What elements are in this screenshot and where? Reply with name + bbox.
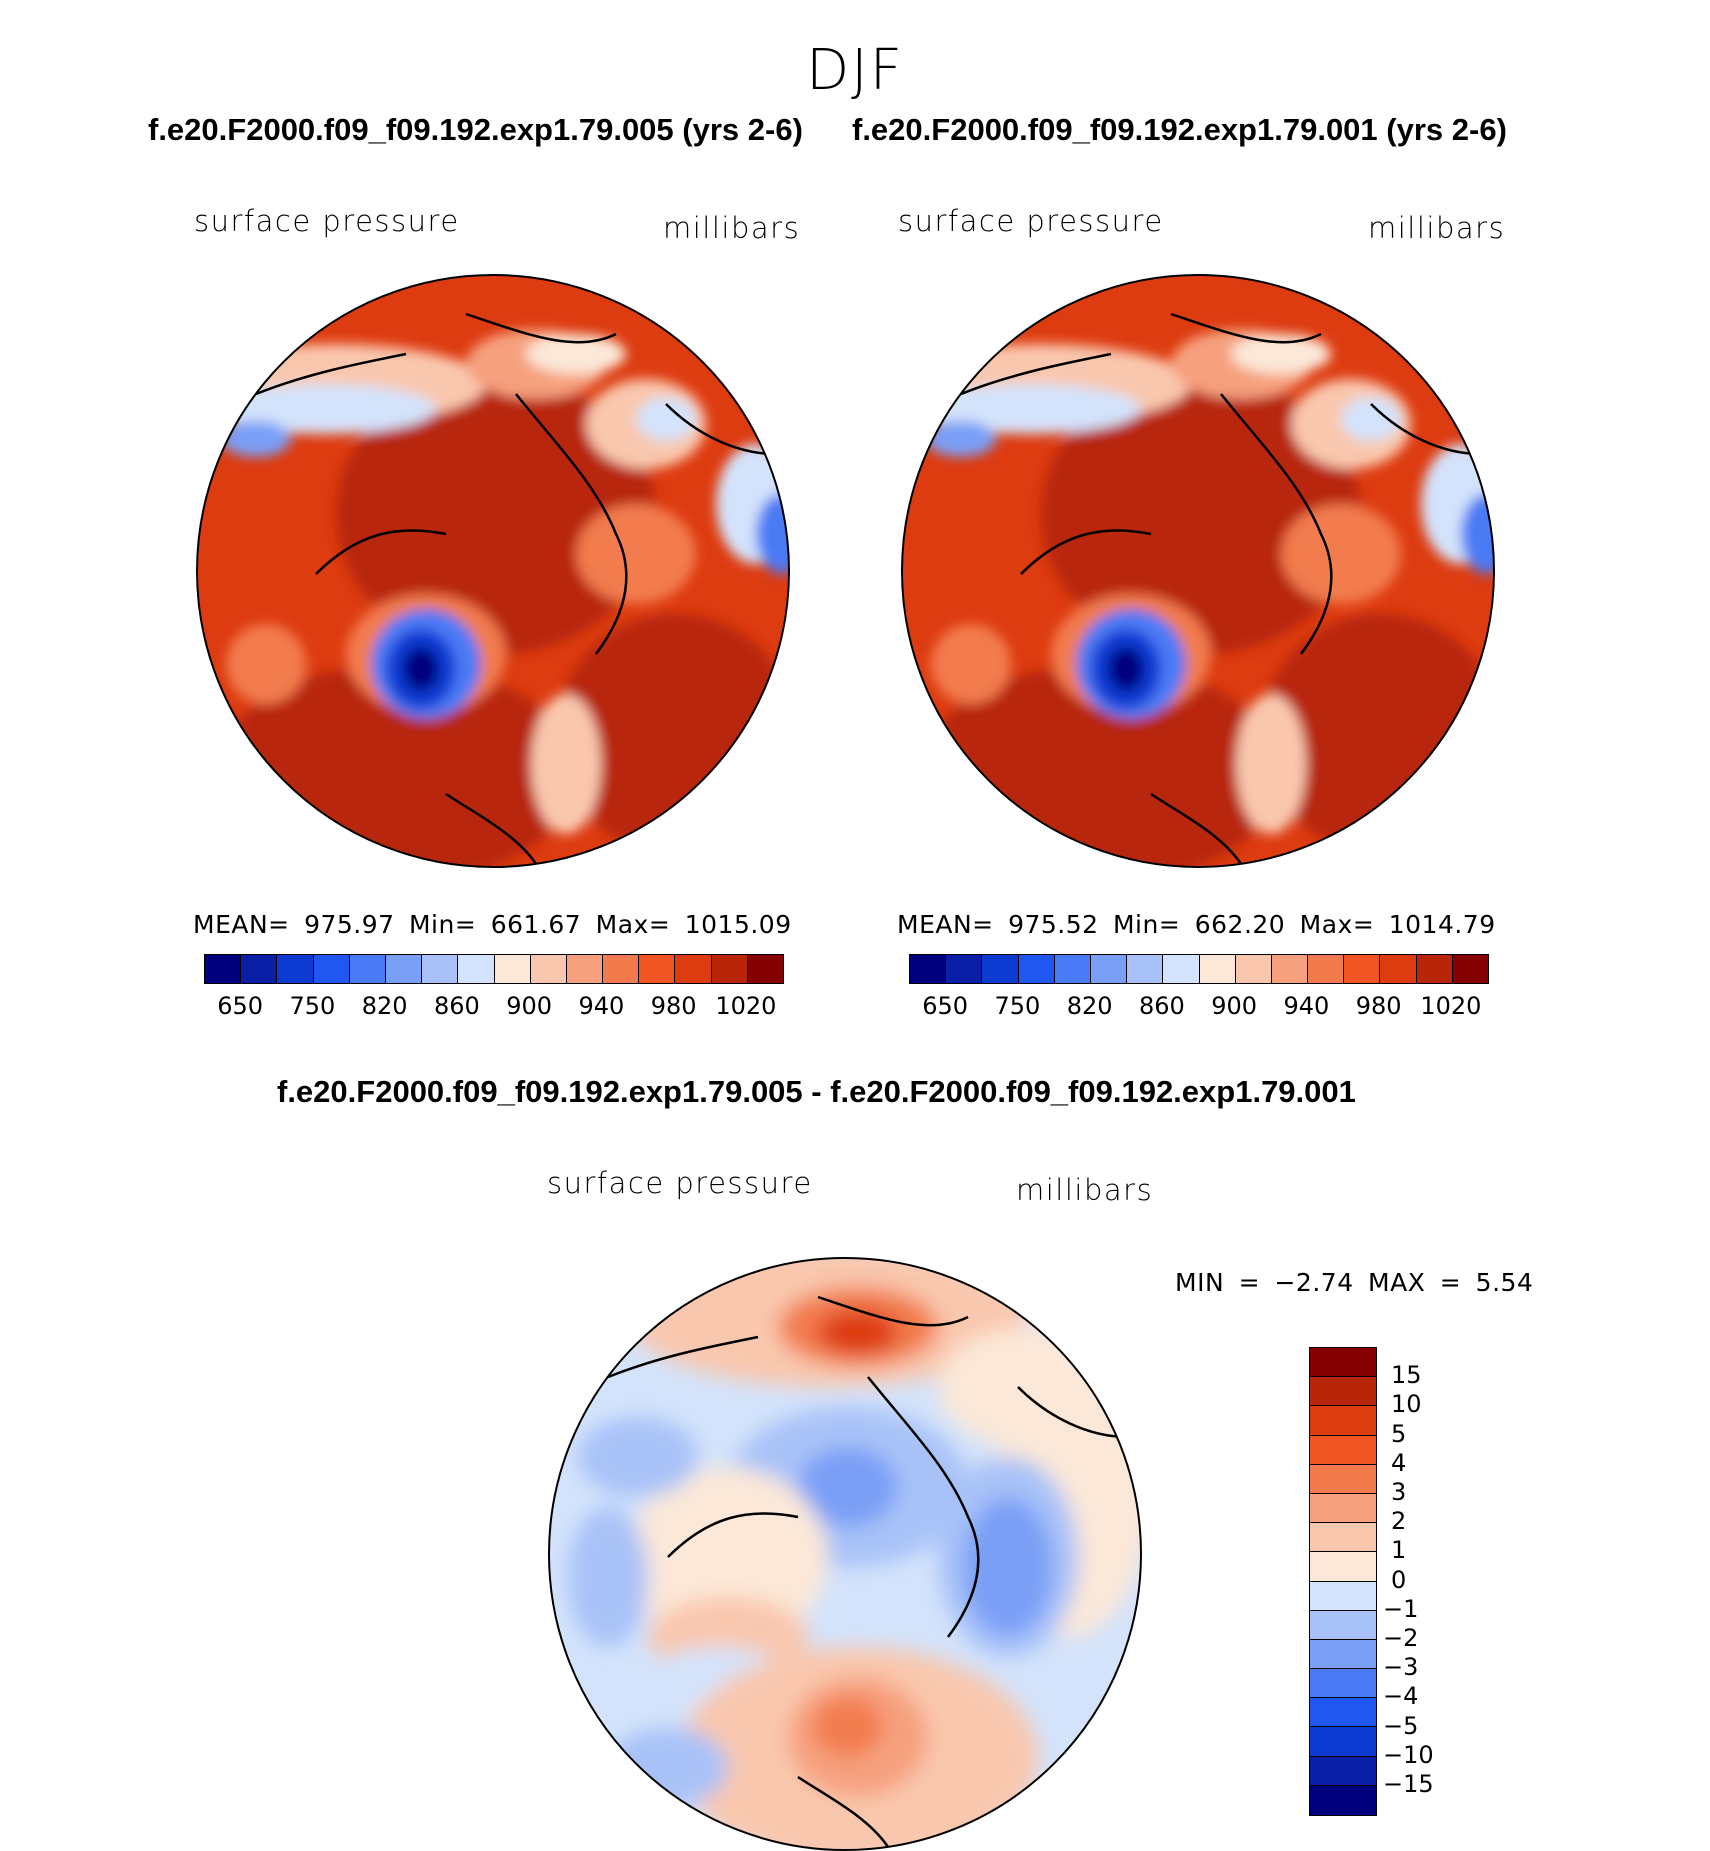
colorbar-swatch <box>1235 955 1272 983</box>
colorbar-tick-label: 750 <box>994 992 1041 1020</box>
panel-right-units: millibars <box>1368 211 1506 245</box>
colorbar-swatch <box>422 955 459 983</box>
colorbar-swatch <box>1310 1669 1376 1699</box>
colorbar-swatch <box>458 955 495 983</box>
colorbar-swatch <box>1163 955 1200 983</box>
colorbar-tick-label: 650 <box>217 992 264 1020</box>
colorbar-tick-label: 860 <box>1138 992 1185 1020</box>
colorbar-swatch <box>1090 955 1128 983</box>
colorbar-tick-label: −3 <box>1383 1653 1419 1682</box>
colorbar-swatch <box>1416 955 1453 983</box>
colorbar-tick-label: 15 <box>1391 1361 1422 1390</box>
colorbar-diff <box>1309 1347 1377 1816</box>
colorbar-swatch <box>494 955 531 983</box>
colorbar-tick-label: −4 <box>1383 1682 1419 1711</box>
diff-units: millibars <box>1016 1173 1154 1207</box>
colorbar-tick-label: 5 <box>1391 1419 1407 1448</box>
colorbar-swatch <box>1310 1639 1376 1670</box>
colorbar-swatch <box>1308 955 1345 983</box>
map-left <box>196 274 790 868</box>
colorbar-right <box>909 954 1489 984</box>
colorbar-tick-label: 1020 <box>715 992 777 1020</box>
colorbar-swatch <box>1199 955 1236 983</box>
colorbar-tick-label: 2 <box>1391 1507 1407 1536</box>
colorbar-swatch <box>1310 1493 1376 1524</box>
colorbar-swatch <box>675 955 712 983</box>
panel-right-title: f.e20.F2000.f09_f09.192.exp1.79.001 (yrs… <box>852 112 1507 147</box>
panel-right-stats: MEAN= 975.52 Min= 662.20 Max= 1014.79 <box>897 910 1496 939</box>
colorbar-swatch <box>1310 1610 1376 1640</box>
colorbar-tick-label: 1020 <box>1420 992 1482 1020</box>
colorbar-tick-label: 4 <box>1391 1448 1407 1477</box>
colorbar-swatch <box>241 955 278 983</box>
colorbar-swatch <box>747 955 783 983</box>
colorbar-swatch <box>1310 1756 1376 1786</box>
colorbar-swatch <box>1271 955 1309 983</box>
colorbar-tick-label: 900 <box>1211 992 1258 1020</box>
colorbar-swatch <box>1310 1348 1376 1378</box>
colorbar-swatch <box>1310 1406 1376 1436</box>
colorbar-swatch <box>1127 955 1164 983</box>
colorbar-tick-label: 980 <box>650 992 697 1020</box>
colorbar-tick-label: 980 <box>1355 992 1402 1020</box>
colorbar-tick-label: 3 <box>1391 1478 1407 1506</box>
season-title: DJF <box>806 38 904 103</box>
panel-left-stats: MEAN= 975.97 Min= 661.67 Max= 1015.09 <box>193 910 792 939</box>
colorbar-swatch <box>1310 1581 1376 1611</box>
map-diff <box>548 1257 1142 1851</box>
colorbar-tick-label: 940 <box>578 992 625 1020</box>
panel-left-title: f.e20.F2000.f09_f09.192.exp1.79.005 (yrs… <box>148 112 803 147</box>
diff-stats: MIN = −2.74 MAX = 5.54 <box>1175 1268 1534 1297</box>
colorbar-swatch <box>1380 955 1417 983</box>
colorbar-swatch <box>1310 1523 1376 1553</box>
colorbar-tick-label: 860 <box>433 992 480 1020</box>
colorbar-tick-label: −1 <box>1383 1594 1419 1623</box>
colorbar-swatch <box>1310 1698 1376 1728</box>
colorbar-tick-label: 650 <box>922 992 969 1020</box>
colorbar-swatch <box>1310 1464 1376 1494</box>
colorbar-swatch <box>603 955 640 983</box>
colorbar-swatch <box>1310 1435 1376 1465</box>
colorbar-swatch <box>1452 955 1488 983</box>
colorbar-swatch <box>1310 1727 1376 1757</box>
colorbar-tick-label: 900 <box>506 992 553 1020</box>
colorbar-tick-label: 1 <box>1391 1536 1407 1565</box>
colorbar-swatch <box>205 955 242 983</box>
colorbar-tick-label: −2 <box>1383 1624 1419 1652</box>
colorbar-swatch <box>1310 1552 1376 1582</box>
colorbar-tick-label: 820 <box>361 992 408 1020</box>
colorbar-swatch <box>946 955 983 983</box>
colorbar-swatch <box>1344 955 1381 983</box>
colorbar-tick-label: 940 <box>1283 992 1330 1020</box>
colorbar-swatch <box>349 955 386 983</box>
panel-left-units: millibars <box>663 211 801 245</box>
colorbar-tick-label: 820 <box>1066 992 1113 1020</box>
colorbar-tick-label: −15 <box>1383 1770 1434 1798</box>
colorbar-swatch <box>277 955 314 983</box>
colorbar-swatch <box>1310 1377 1376 1407</box>
colorbar-swatch <box>1054 955 1091 983</box>
colorbar-swatch <box>385 955 423 983</box>
colorbar-swatch <box>639 955 676 983</box>
panel-right-variable: surface pressure <box>898 204 1164 238</box>
colorbar-tick-label: 750 <box>289 992 336 1020</box>
diff-variable: surface pressure <box>547 1166 813 1200</box>
colorbar-tick-label: 0 <box>1391 1565 1407 1594</box>
diff-title: f.e20.F2000.f09_f09.192.exp1.79.005 - f.… <box>277 1074 1356 1109</box>
colorbar-swatch <box>566 955 604 983</box>
colorbar-swatch <box>530 955 567 983</box>
map-right <box>901 274 1495 868</box>
colorbar-swatch <box>313 955 350 983</box>
colorbar-left <box>204 954 784 984</box>
colorbar-tick-label: 10 <box>1391 1390 1422 1419</box>
panel-left-variable: surface pressure <box>194 204 460 238</box>
colorbar-swatch <box>910 955 947 983</box>
colorbar-swatch <box>1310 1785 1376 1815</box>
colorbar-swatch <box>982 955 1019 983</box>
colorbar-tick-label: −10 <box>1383 1740 1434 1769</box>
colorbar-tick-label: −5 <box>1383 1711 1419 1740</box>
colorbar-swatch <box>711 955 748 983</box>
colorbar-swatch <box>1018 955 1055 983</box>
